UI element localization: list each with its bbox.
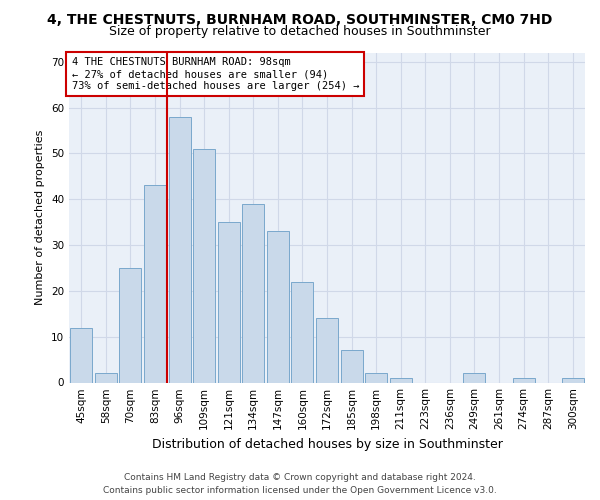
Bar [70,328,92,382]
Bar [463,374,485,382]
Bar [341,350,362,382]
Y-axis label: Number of detached properties: Number of detached properties [35,130,46,305]
Bar [242,204,265,382]
Text: Size of property relative to detached houses in Southminster: Size of property relative to detached ho… [109,25,491,38]
Bar [562,378,584,382]
Bar [119,268,142,382]
Bar [267,231,289,382]
Bar [169,116,191,382]
Bar [292,282,313,382]
Text: 4, THE CHESTNUTS, BURNHAM ROAD, SOUTHMINSTER, CM0 7HD: 4, THE CHESTNUTS, BURNHAM ROAD, SOUTHMIN… [47,12,553,26]
Bar [316,318,338,382]
X-axis label: Distribution of detached houses by size in Southminster: Distribution of detached houses by size … [152,438,502,451]
Bar [389,378,412,382]
Bar [95,374,117,382]
Bar [512,378,535,382]
Text: 4 THE CHESTNUTS BURNHAM ROAD: 98sqm
← 27% of detached houses are smaller (94)
73: 4 THE CHESTNUTS BURNHAM ROAD: 98sqm ← 27… [71,58,359,90]
Bar [218,222,240,382]
Bar [144,186,166,382]
Text: Contains HM Land Registry data © Crown copyright and database right 2024.
Contai: Contains HM Land Registry data © Crown c… [103,474,497,495]
Bar [365,374,387,382]
Bar [193,149,215,382]
